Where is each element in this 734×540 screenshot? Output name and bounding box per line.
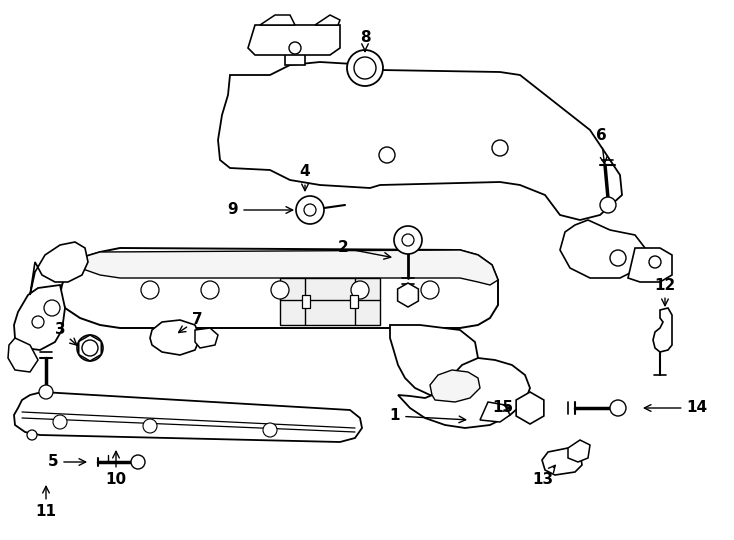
Circle shape [32,316,44,328]
Circle shape [394,226,422,254]
Text: 12: 12 [655,278,675,306]
Circle shape [53,415,67,429]
Polygon shape [280,278,380,325]
Circle shape [421,281,439,299]
Circle shape [401,288,415,302]
Polygon shape [628,248,672,282]
Text: 15: 15 [493,401,514,415]
Text: 13: 13 [532,465,555,488]
Polygon shape [14,392,362,442]
Text: 9: 9 [228,202,293,218]
Polygon shape [350,295,358,308]
Circle shape [131,455,145,469]
Circle shape [610,250,626,266]
Text: 7: 7 [178,313,203,333]
Circle shape [82,340,98,356]
Polygon shape [150,320,200,355]
Circle shape [201,281,219,299]
Text: 11: 11 [35,487,57,519]
Circle shape [304,204,316,216]
Polygon shape [285,30,305,65]
Circle shape [492,140,508,156]
Polygon shape [248,25,340,55]
Text: 14: 14 [644,401,708,415]
Circle shape [296,196,324,224]
Text: 2: 2 [338,240,390,259]
Polygon shape [516,392,544,424]
Polygon shape [653,308,672,352]
Circle shape [354,57,376,79]
Text: 8: 8 [360,30,371,51]
Circle shape [610,400,626,416]
Circle shape [77,335,103,361]
Polygon shape [260,15,295,25]
Text: 1: 1 [390,408,465,423]
Text: 10: 10 [106,451,126,488]
Circle shape [141,281,159,299]
Circle shape [649,256,661,268]
Circle shape [600,197,616,213]
Text: 5: 5 [48,455,86,469]
Polygon shape [315,15,340,25]
Circle shape [347,50,383,86]
Circle shape [263,423,277,437]
Polygon shape [430,370,480,402]
Polygon shape [560,220,645,278]
Polygon shape [390,325,478,395]
Circle shape [44,300,60,316]
Polygon shape [480,402,510,422]
Circle shape [379,147,395,163]
Circle shape [39,385,53,399]
Polygon shape [542,448,582,475]
Text: 3: 3 [55,322,77,345]
Polygon shape [398,358,530,428]
Text: 6: 6 [595,127,607,164]
Text: 4: 4 [299,165,310,191]
Polygon shape [302,295,310,308]
Polygon shape [8,338,38,372]
Circle shape [551,455,565,469]
Circle shape [402,234,414,246]
Polygon shape [14,285,65,350]
Polygon shape [195,328,218,348]
Polygon shape [218,62,622,220]
Polygon shape [398,283,418,307]
Circle shape [27,430,37,440]
Polygon shape [568,440,590,462]
Circle shape [143,419,157,433]
Polygon shape [30,242,88,295]
Circle shape [271,281,289,299]
Polygon shape [60,248,498,328]
Circle shape [521,399,539,417]
Polygon shape [68,250,498,285]
Circle shape [351,281,369,299]
Circle shape [289,42,301,54]
